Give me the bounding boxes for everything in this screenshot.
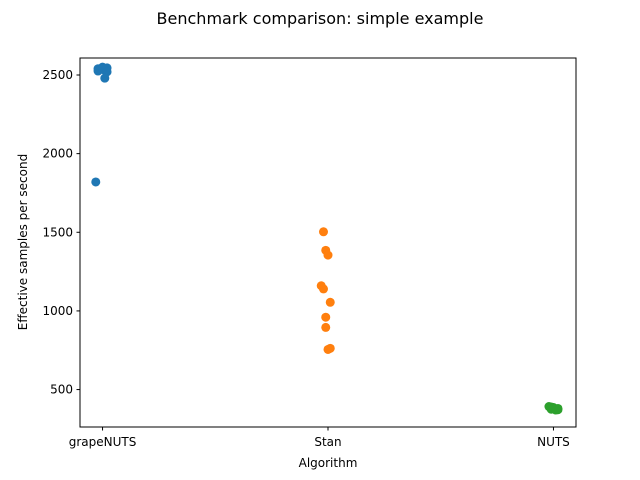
plot-frame: [79, 57, 577, 428]
point-stan: [321, 322, 331, 332]
y-tick-label: 2000: [42, 147, 73, 161]
point-nuts: [553, 405, 563, 415]
chart-title: Benchmark comparison: simple example: [157, 9, 484, 28]
y-tick-label: 1500: [42, 225, 73, 239]
point-stan: [318, 284, 328, 294]
y-tick-label: 1000: [42, 304, 73, 318]
point-stan: [323, 344, 333, 354]
x-axis: grapeNUTS Stan NUTS: [69, 427, 570, 449]
point-grapenuts: [100, 73, 110, 83]
x-tick-label: grapeNUTS: [69, 435, 137, 449]
x-tick-label: NUTS: [537, 435, 570, 449]
point-stan: [321, 312, 331, 322]
y-axis: 500 1000 1500 2000 2500: [42, 68, 80, 397]
point-grapenuts: [91, 177, 101, 187]
point-stan: [318, 227, 328, 237]
y-axis-label: Effective samples per second: [16, 154, 30, 330]
x-axis-label: Algorithm: [299, 456, 358, 470]
point-nuts: [546, 402, 556, 412]
x-tick-label: Stan: [314, 435, 341, 449]
point-stan: [323, 250, 333, 260]
y-tick-label: 500: [50, 383, 73, 397]
y-tick-label: 2500: [42, 68, 73, 82]
data-points: [91, 62, 563, 415]
point-stan: [325, 297, 335, 307]
